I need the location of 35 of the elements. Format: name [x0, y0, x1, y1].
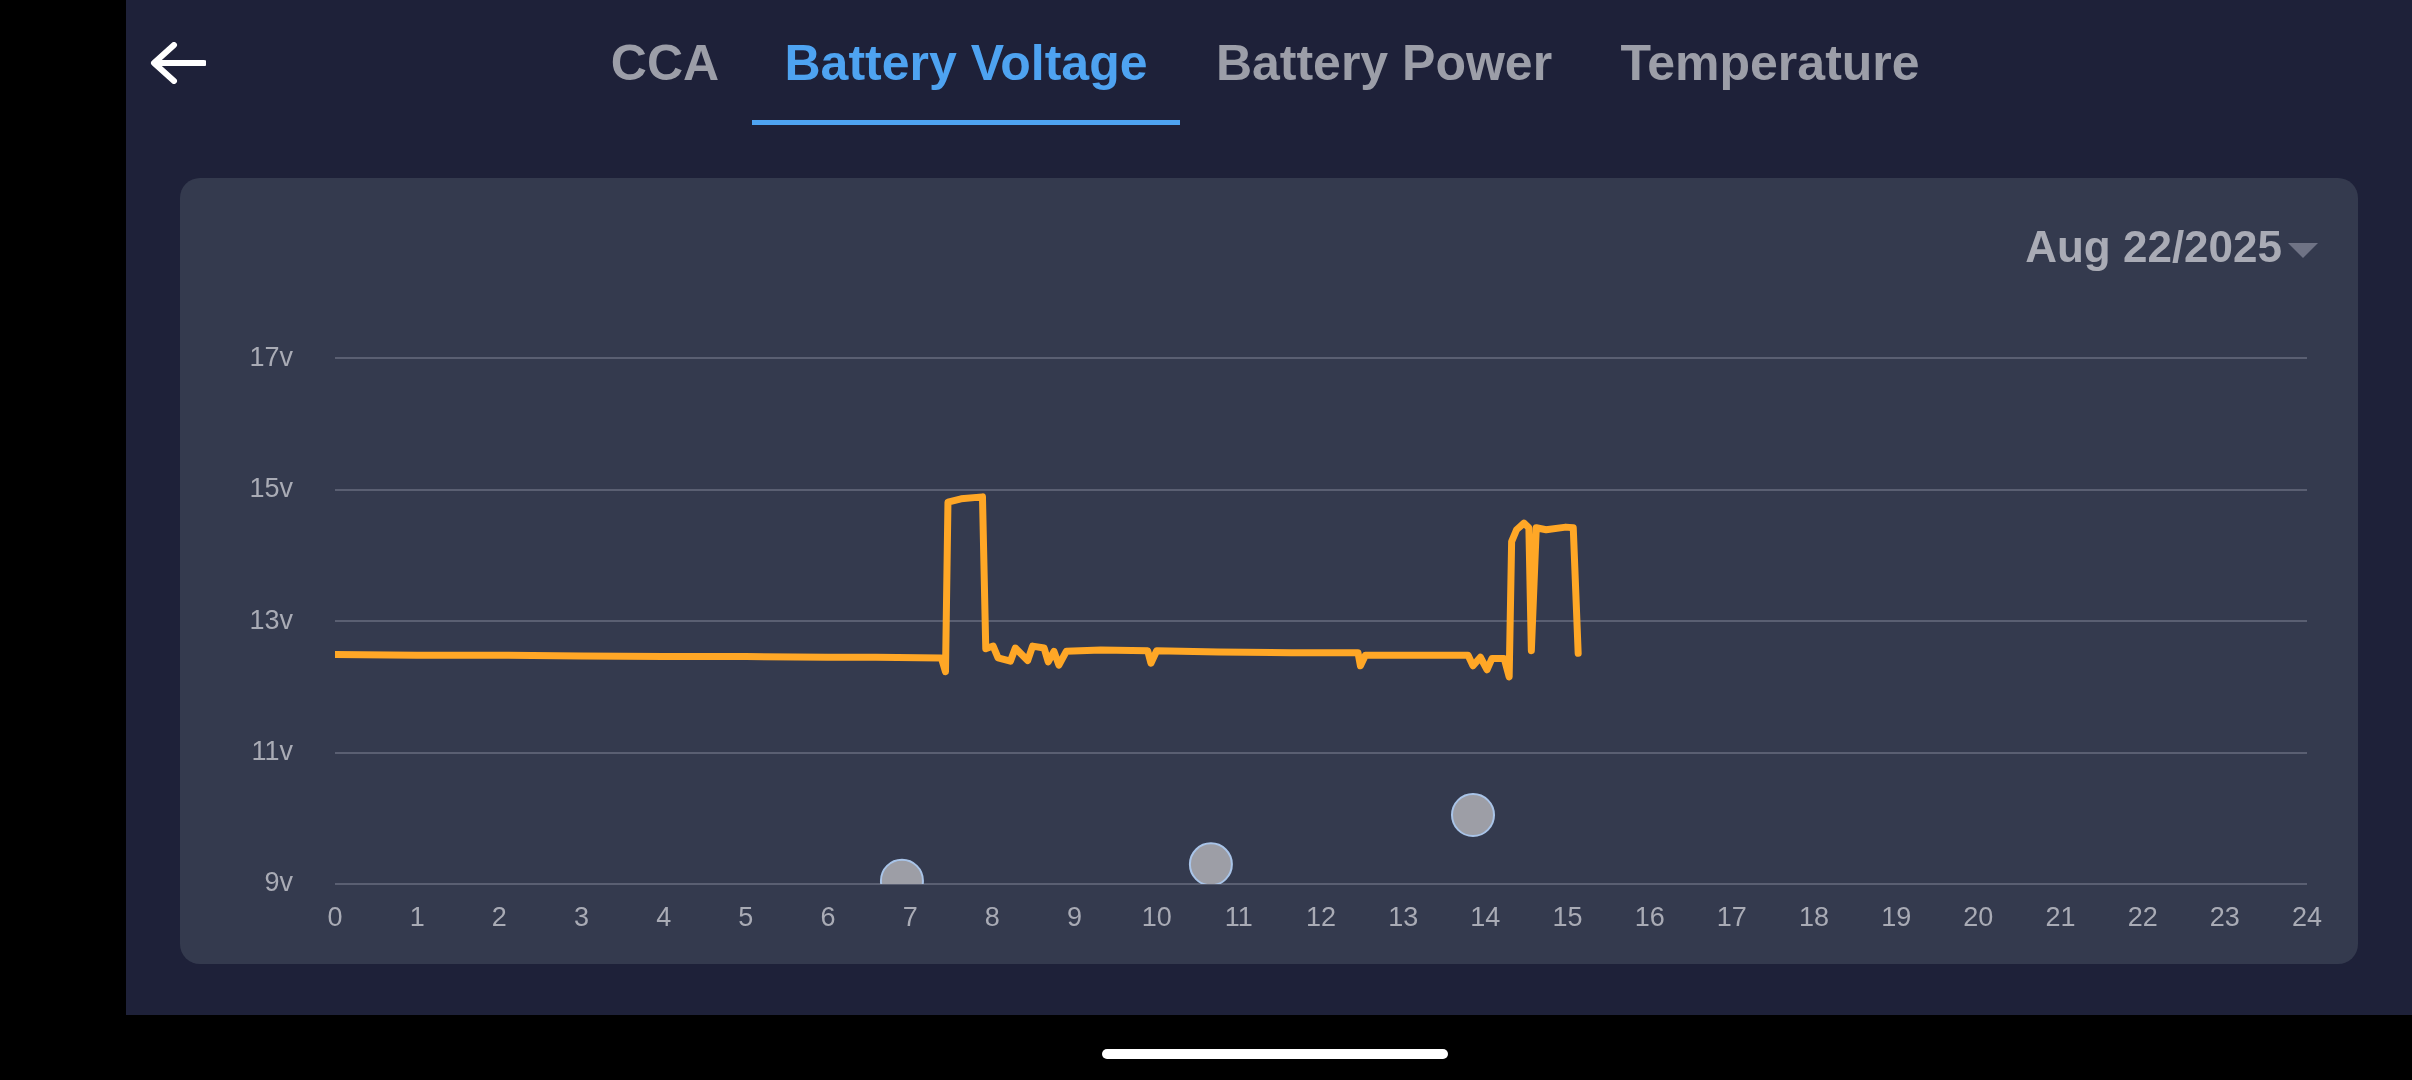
x-tick-label: 18: [1798, 901, 1830, 932]
x-tick-label: 17: [1716, 901, 1747, 932]
text: Temperature: [1620, 34, 1920, 92]
x-tick-label: 24: [2291, 901, 2323, 932]
x-tick-label: 13: [1388, 901, 1419, 932]
chart-subtitle: Aug 22/2025: [2025, 222, 2282, 272]
text: Battery Power: [1215, 34, 1553, 92]
y-tick-label: 9v: [264, 867, 294, 898]
y-tick-label: 13v: [249, 604, 294, 635]
x-tick-label: 15: [1552, 901, 1583, 932]
y-tick-label: 15v: [249, 473, 294, 504]
x-tick-label: 10: [1141, 901, 1172, 932]
x-tick-label: 3: [573, 901, 590, 932]
x-tick-label: 5: [738, 901, 754, 932]
x-tick-label: 21: [2045, 901, 2076, 932]
x-tick-label: 14: [1470, 901, 1501, 932]
x-tick-label: 9: [1066, 901, 1083, 932]
x-tick-label: 0: [327, 901, 343, 932]
x-tick-label: 19: [1881, 901, 1912, 932]
x-tick-label: 12: [1305, 901, 1337, 932]
y-tick-label: 11v: [251, 736, 294, 766]
x-tick-label: 23: [2209, 901, 2240, 932]
x-tick-label: 1: [409, 901, 425, 932]
x-tick-label: 8: [984, 901, 1000, 932]
x-tick-label: 16: [1634, 901, 1665, 932]
text: CCA: [610, 34, 720, 92]
x-tick-label: 20: [1963, 901, 1994, 932]
chart-title: Battery Voltage: [784, 34, 1148, 92]
x-tick-label: 6: [820, 901, 836, 932]
x-tick-label: 2: [491, 901, 507, 932]
x-tick-label: 7: [902, 901, 918, 932]
x-tick-label: 4: [656, 901, 672, 932]
x-tick-label: 22: [2127, 901, 2158, 932]
y-tick-label: 17v: [249, 341, 294, 372]
x-tick-label: 11: [1224, 901, 1253, 932]
